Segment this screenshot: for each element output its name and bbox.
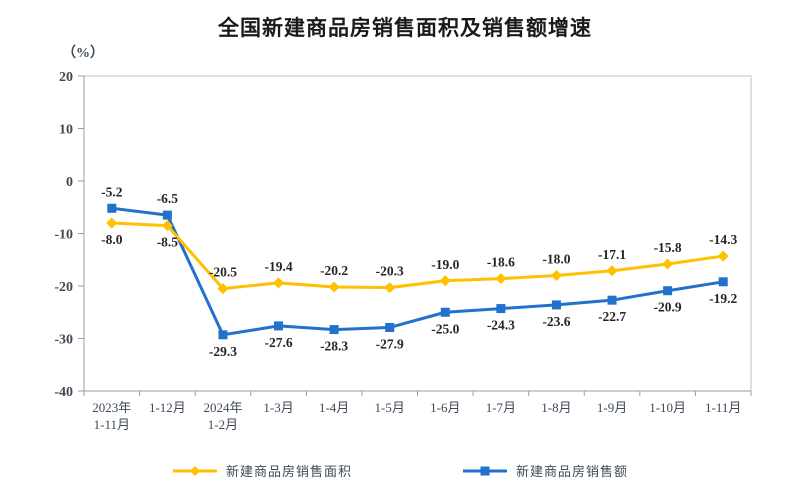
svg-text:-24.3: -24.3	[487, 318, 515, 333]
svg-text:-27.9: -27.9	[376, 336, 404, 351]
diamond-marker-icon	[161, 220, 173, 232]
diamond-marker-icon	[273, 277, 285, 289]
diamond-marker-icon	[439, 275, 451, 287]
chart-title: 全国新建商品房销售面积及销售额增速	[218, 17, 592, 40]
svg-text:-19.2: -19.2	[709, 291, 737, 306]
svg-text:-8.0: -8.0	[101, 232, 123, 247]
svg-text:1-5月: 1-5月	[375, 400, 405, 415]
svg-text:-18.6: -18.6	[487, 255, 515, 270]
x-axis-category-labels: 2023年 1-11月 1-12月 2024年 1-2月 1-3月 1-4月 1-5月 1-6月…	[92, 400, 741, 432]
square-marker-icon	[496, 304, 506, 314]
svg-text:-19.4: -19.4	[264, 259, 292, 274]
svg-text:-27.6: -27.6	[264, 335, 292, 350]
series-sales-amount	[107, 203, 728, 340]
legend-item-sales-area: 新建商品房销售面积	[172, 461, 352, 480]
square-marker-icon	[329, 325, 339, 335]
svg-text:-20.2: -20.2	[320, 263, 348, 278]
y-axis-ticks: 20 10 0 -10 -20 -30 -40	[54, 70, 84, 400]
legend-label-sales-area: 新建商品房销售面积	[225, 464, 352, 479]
svg-text:1-11月: 1-11月	[705, 400, 741, 415]
svg-text:-40: -40	[54, 385, 73, 400]
svg-text:1-7月: 1-7月	[486, 400, 516, 415]
svg-text:-8.5: -8.5	[157, 235, 179, 250]
svg-text:-20.9: -20.9	[654, 300, 682, 315]
svg-text:-25.0: -25.0	[431, 321, 459, 336]
svg-text:-20.3: -20.3	[376, 264, 404, 279]
svg-text:-10: -10	[54, 227, 73, 242]
svg-text:2023年: 2023年	[92, 400, 131, 415]
square-marker-icon	[385, 322, 395, 332]
square-marker-icon	[440, 307, 450, 317]
svg-text:1-12月: 1-12月	[149, 400, 186, 415]
legend-label-sales-amount: 新建商品房销售额	[516, 464, 629, 479]
svg-text:10: 10	[59, 122, 73, 137]
svg-text:-18.0: -18.0	[542, 252, 570, 267]
diamond-marker-icon	[217, 283, 229, 295]
diamond-marker-icon	[328, 281, 340, 293]
diamond-marker-icon	[606, 265, 618, 277]
svg-text:-14.3: -14.3	[709, 232, 737, 247]
legend-diamond-line-icon	[172, 465, 217, 476]
legend-item-sales-amount: 新建商品房销售额	[462, 461, 628, 480]
diamond-marker-icon	[106, 217, 118, 229]
svg-text:1-11月: 1-11月	[94, 417, 130, 432]
square-marker-icon	[718, 277, 728, 287]
svg-text:-19.0: -19.0	[431, 257, 459, 272]
svg-text:20: 20	[59, 70, 73, 85]
svg-text:1-6月: 1-6月	[430, 400, 460, 415]
svg-text:-6.5: -6.5	[157, 191, 179, 206]
square-marker-icon	[663, 286, 673, 296]
svg-text:1-4月: 1-4月	[319, 400, 349, 415]
diamond-marker-icon	[662, 258, 674, 270]
data-labels-sales-area: -8.0 -8.5 -20.5 -19.4 -20.2 -20.3 -19.0 -18.6 -1…	[101, 232, 737, 280]
svg-text:-29.3: -29.3	[209, 344, 237, 359]
svg-text:0: 0	[66, 175, 73, 190]
square-marker-icon	[162, 210, 172, 220]
diamond-marker-icon	[550, 270, 562, 281]
square-marker-icon	[551, 300, 561, 310]
svg-text:1-10月: 1-10月	[649, 400, 686, 415]
svg-text:-20.5: -20.5	[209, 265, 237, 280]
square-marker-icon	[607, 295, 617, 305]
svg-text:-5.2: -5.2	[101, 184, 123, 199]
svg-text:-22.7: -22.7	[598, 309, 626, 324]
legend: 新建商品房销售面积 新建商品房销售额	[0, 461, 800, 480]
square-marker-icon	[274, 321, 284, 331]
svg-text:-15.8: -15.8	[654, 240, 682, 255]
svg-text:1-3月: 1-3月	[263, 400, 293, 415]
legend-square-line-icon	[463, 466, 507, 475]
svg-text:-30: -30	[54, 332, 73, 347]
plot-border	[83, 75, 752, 392]
square-marker-icon	[107, 203, 117, 213]
svg-text:-17.1: -17.1	[598, 247, 626, 262]
svg-text:-28.3: -28.3	[320, 339, 348, 354]
svg-text:1-9月: 1-9月	[597, 400, 627, 415]
series-sales-area	[106, 217, 729, 295]
svg-text:1-8月: 1-8月	[541, 400, 571, 415]
data-labels-sales-amount: -5.2 -6.5 -29.3 -27.6 -28.3 -27.9 -25.0 -24.3 -2…	[101, 184, 737, 359]
x-axis-ticks	[83, 391, 752, 396]
svg-text:1-2月: 1-2月	[208, 417, 238, 432]
diamond-marker-icon	[384, 282, 396, 294]
svg-text:-20: -20	[54, 280, 73, 295]
diamond-marker-icon	[495, 273, 507, 285]
svg-text:-23.6: -23.6	[542, 314, 570, 329]
svg-text:2024年: 2024年	[203, 400, 242, 415]
y-axis-unit-label: （%）	[62, 46, 104, 61]
square-marker-icon	[218, 330, 228, 340]
diamond-marker-icon	[717, 250, 729, 262]
